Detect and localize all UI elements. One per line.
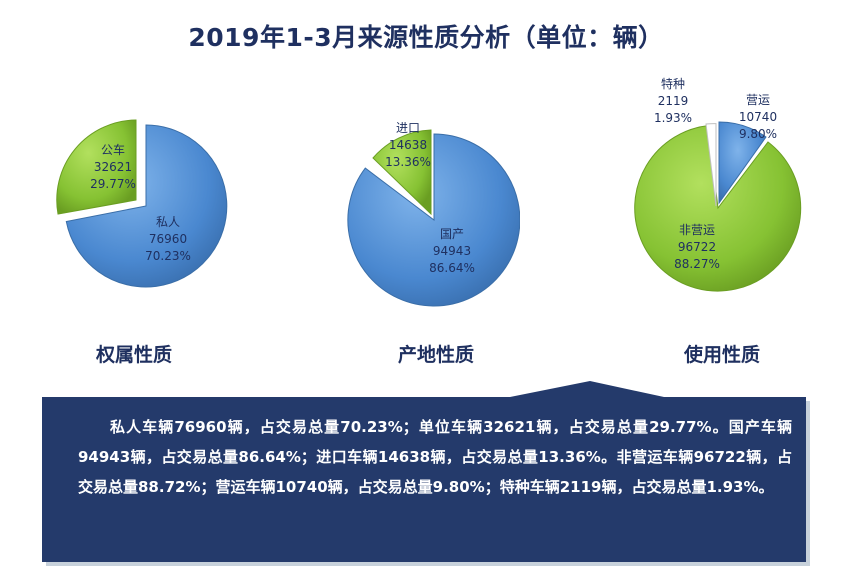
category-ownership: 权属性质 <box>96 344 173 366</box>
pie-chart-origin <box>347 129 520 307</box>
label-domestic: 国产 94943 86.64% <box>429 227 475 275</box>
summary-text: 私人车辆76960辆，占交易总量70.23%；单位车辆32621辆，占交易总量2… <box>78 418 792 496</box>
category-origin: 产地性质 <box>398 344 475 366</box>
label-private: 私人 76960 70.23% <box>145 215 191 263</box>
slice-commercial[interactable] <box>718 121 767 205</box>
label-non-commercial: 非营运 96722 88.27% <box>674 223 720 271</box>
slice-domestic[interactable] <box>347 133 520 307</box>
label-public: 公车 32621 29.77% <box>90 143 136 191</box>
slice-special[interactable] <box>705 123 717 207</box>
label-import: 进口 14638 13.36% <box>385 121 431 169</box>
slice-public[interactable] <box>56 119 137 215</box>
pie-chart-ownership <box>56 119 228 288</box>
label-commercial: 营运 10740 9.80% <box>738 93 778 141</box>
pie-chart-usage <box>634 121 802 292</box>
slice-import[interactable] <box>372 129 432 216</box>
category-usage: 使用性质 <box>684 344 761 366</box>
slice-private[interactable] <box>65 124 228 288</box>
page-title: 2019年1-3月来源性质分析（单位：辆） <box>188 23 664 52</box>
label-special: 特种 2119 1.93% <box>653 77 693 125</box>
slice-non-commercial[interactable] <box>634 125 802 292</box>
